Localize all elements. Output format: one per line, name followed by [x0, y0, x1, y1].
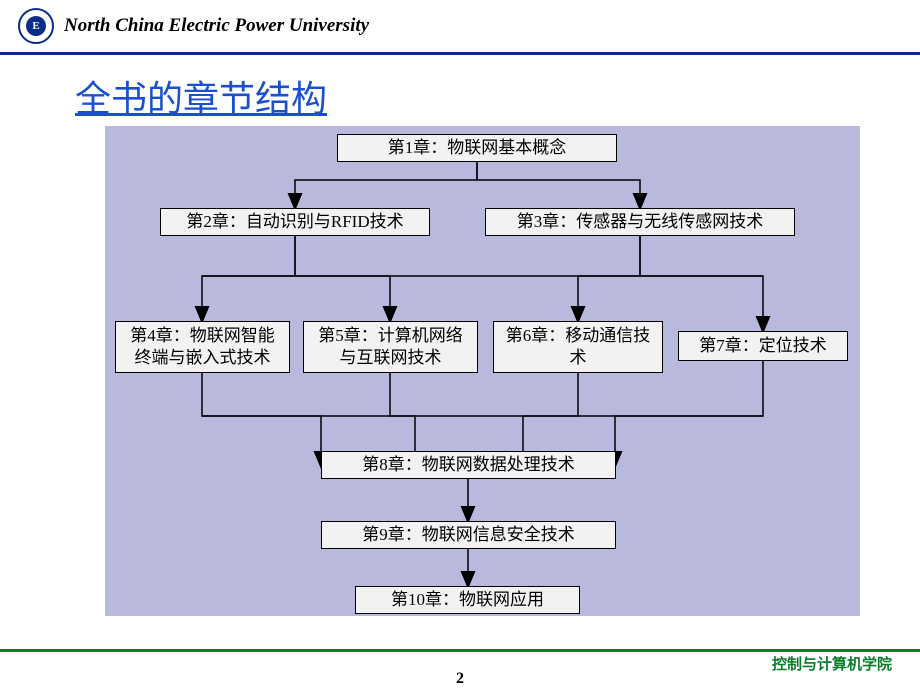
logo-icon: E	[18, 8, 54, 44]
node-n5: 第5章：计算机网络与互联网技术	[303, 321, 478, 373]
logo-text: E	[26, 16, 46, 36]
footer-line	[0, 649, 920, 652]
flowchart: 第1章：物联网基本概念第2章：自动识别与RFID技术 第3章：传感器与无线传感网技…	[105, 126, 860, 616]
page-title: 全书的章节结构	[75, 70, 920, 122]
header: E North China Electric Power University	[0, 0, 920, 55]
university-name: North China Electric Power University	[64, 15, 369, 37]
node-n9: 第9章：物联网信息安全技术	[321, 521, 616, 549]
node-n4: 第4章：物联网智能终端与嵌入式技术	[115, 321, 290, 373]
node-n2: 第2章：自动识别与RFID技术	[160, 208, 430, 236]
page-number: 2	[0, 670, 920, 688]
node-n10: 第10章：物联网应用	[355, 586, 580, 614]
node-n3: 第3章：传感器与无线传感网技术	[485, 208, 795, 236]
node-n7: 第7章：定位技术	[678, 331, 848, 361]
node-n8: 第8章：物联网数据处理技术	[321, 451, 616, 479]
node-n1: 第1章：物联网基本概念	[337, 134, 617, 162]
node-n6: 第6章：移动通信技术	[493, 321, 663, 373]
